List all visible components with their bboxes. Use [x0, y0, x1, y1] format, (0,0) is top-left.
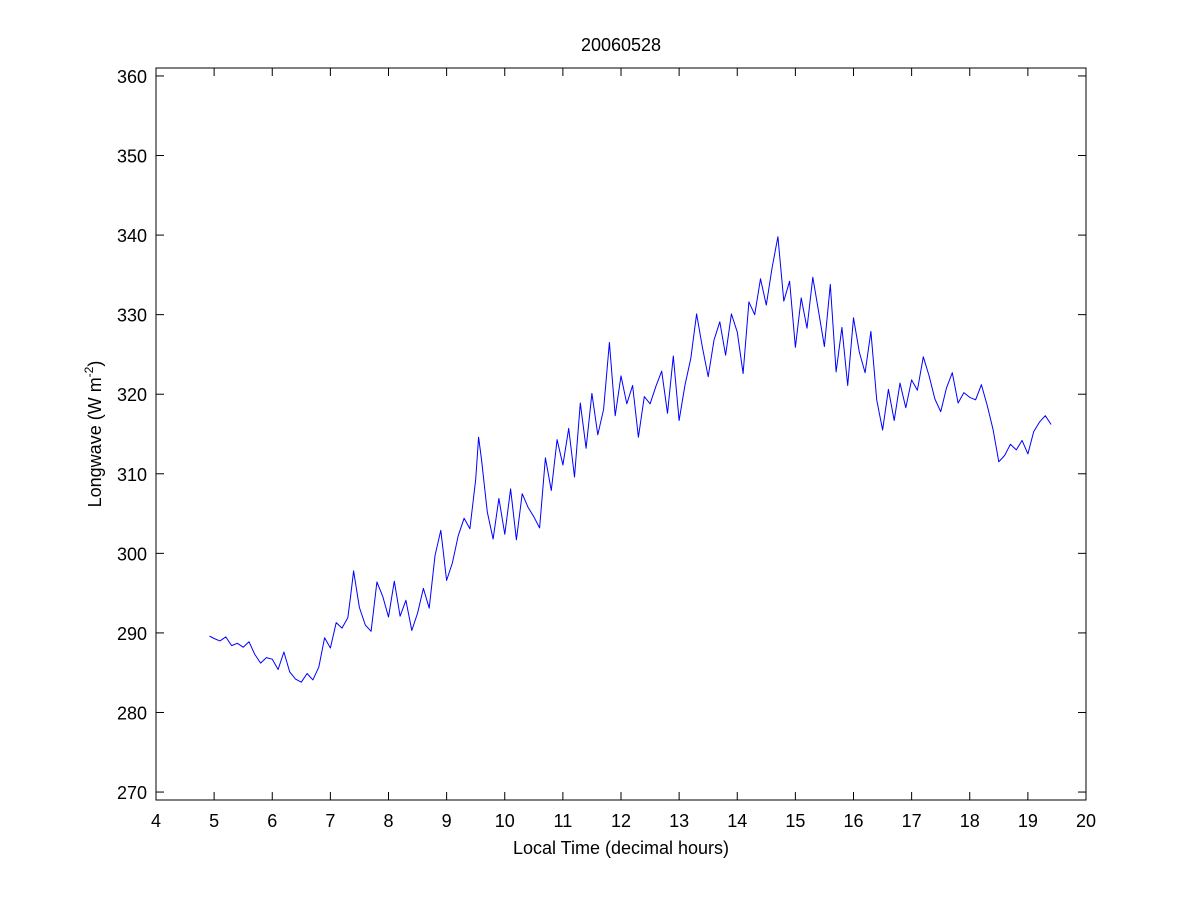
y-tick-label: 360 — [117, 67, 147, 87]
y-tick-label: 350 — [117, 147, 147, 167]
x-tick-label: 12 — [611, 811, 631, 831]
x-tick-label: 13 — [669, 811, 689, 831]
y-tick-label: 300 — [117, 544, 147, 564]
x-tick-label: 16 — [843, 811, 863, 831]
x-tick-label: 9 — [442, 811, 452, 831]
plot-area — [156, 68, 1086, 800]
x-tick-label: 4 — [151, 811, 161, 831]
x-axis-title: Local Time (decimal hours) — [513, 838, 729, 858]
plot-frame — [155, 67, 1087, 801]
y-axis-title: Longwave (W m-2) — [82, 361, 105, 508]
y-tick-label: 340 — [117, 226, 147, 246]
y-axis-title-exponent: -2 — [82, 366, 96, 377]
y-axis-title-main: Longwave (W m — [85, 377, 105, 507]
y-tick-label: 320 — [117, 385, 147, 405]
x-tick-label: 17 — [902, 811, 922, 831]
y-tick-label: 330 — [117, 306, 147, 326]
x-tick-label: 11 — [554, 811, 573, 831]
x-tick-label: 18 — [960, 811, 980, 831]
axis-ticks — [155, 68, 1087, 800]
chart-title: 20060528 — [581, 35, 661, 55]
x-tick-label: 6 — [267, 811, 277, 831]
x-tick-label: 14 — [727, 811, 747, 831]
x-tick-label: 5 — [209, 811, 219, 831]
axis-tick-labels: 4 5 6 7 8 9 10 11 12 13 14 15 16 17 18 19 20 270 280 290 300… — [117, 67, 1096, 831]
y-tick-label: 280 — [117, 703, 147, 723]
y-axis-title-close: ) — [85, 361, 105, 367]
y-tick-label: 310 — [117, 465, 147, 485]
x-tick-label: 20 — [1076, 811, 1096, 831]
y-tick-label: 290 — [117, 624, 147, 644]
x-tick-label: 10 — [495, 811, 515, 831]
x-tick-label: 19 — [1018, 811, 1038, 831]
x-tick-label: 8 — [383, 811, 393, 831]
series-layer — [209, 236, 1052, 683]
x-tick-label: 15 — [785, 811, 805, 831]
series-line — [209, 236, 1052, 683]
y-tick-label: 270 — [117, 783, 147, 803]
x-tick-label: 7 — [325, 811, 335, 831]
